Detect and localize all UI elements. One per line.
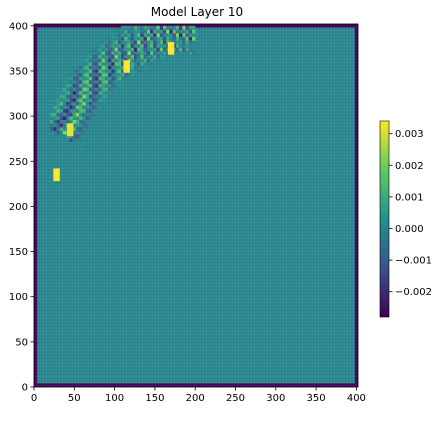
x-tick-label: 50 (68, 393, 81, 404)
x-tick-label: 400 (347, 393, 366, 404)
y-tick-label: 200 (9, 202, 28, 213)
y-tick-label: 350 (9, 66, 28, 77)
x-tick-label: 350 (307, 393, 326, 404)
y-tick-label: 50 (15, 337, 28, 348)
heatmap-area (33, 23, 359, 388)
y-tick-label: 250 (9, 157, 28, 168)
x-tick-label: 150 (145, 393, 164, 404)
colorbar-tick-label: 0.002 (395, 161, 424, 172)
x-axis: 0 50 100 150 200 250 300 350 400 (31, 387, 366, 404)
colorbar-gradient (379, 120, 390, 318)
colorbar-tick-label: −0.001 (395, 256, 432, 267)
y-axis: 0 50 100 150 200 250 300 350 400 (9, 21, 34, 394)
plot-frame (33, 23, 359, 388)
x-tick-label: 250 (226, 393, 245, 404)
colorbar-tick-label: 0.000 (395, 224, 424, 235)
heatmap-cell-grid (34, 24, 358, 387)
colorbar-tick-label: 0.001 (395, 192, 424, 203)
colorbar-tick-label: −0.002 (395, 287, 432, 298)
y-tick-label: 300 (9, 112, 28, 123)
x-tick-label: 0 (31, 393, 37, 404)
chart-title: Model Layer 10 (151, 5, 243, 19)
y-tick-label: 150 (9, 247, 28, 258)
x-tick-label: 300 (266, 393, 285, 404)
colorbar-ticks: 0.003 0.002 0.001 0.000 −0.001 −0.002 (389, 129, 432, 298)
x-tick-label: 200 (186, 393, 205, 404)
y-tick-label: 0 (22, 383, 28, 394)
x-tick-label: 100 (105, 393, 124, 404)
y-tick-label: 100 (9, 292, 28, 303)
y-tick-label: 400 (9, 21, 28, 32)
colorbar-tick-label: 0.003 (395, 129, 424, 140)
colorbar: 0.003 0.002 0.001 0.000 −0.001 −0.002 (379, 120, 432, 318)
